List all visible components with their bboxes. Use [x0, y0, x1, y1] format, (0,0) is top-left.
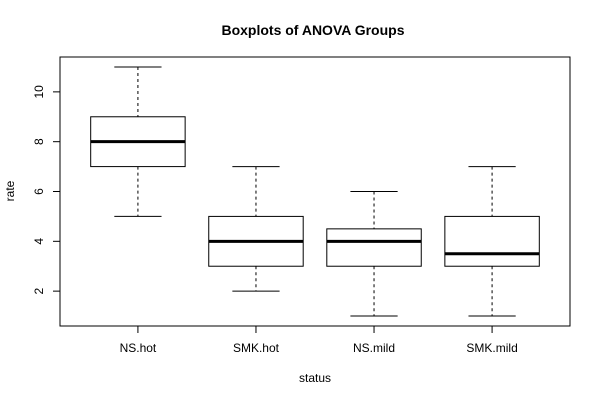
x-tick-label: SMK.hot	[233, 341, 280, 355]
y-tick-label: 10	[32, 85, 46, 99]
x-tick-label: NS.hot	[120, 341, 157, 355]
box-group	[208, 166, 304, 292]
y-tick-label: 6	[32, 188, 46, 195]
boxes-group	[90, 66, 540, 317]
x-axis-label: status	[299, 371, 331, 385]
y-tick-label: 4	[32, 238, 46, 245]
x-tick-label: SMK.mild	[466, 341, 517, 355]
plot-frame	[59, 56, 571, 327]
y-axis: 2 4 6 8 10	[32, 85, 61, 294]
y-tick-label: 8	[32, 138, 46, 145]
box-iqr	[444, 215, 540, 267]
box-group	[444, 166, 540, 317]
x-tick-label: NS.mild	[353, 341, 395, 355]
box-iqr	[326, 228, 422, 267]
box-group	[326, 191, 422, 317]
box-group	[90, 66, 186, 217]
y-tick-label: 2	[32, 287, 46, 294]
y-axis-label: rate	[3, 180, 17, 201]
x-axis: NS.hot SMK.hot NS.mild SMK.mild	[120, 326, 518, 355]
chart-title: Boxplots of ANOVA Groups	[221, 22, 404, 38]
